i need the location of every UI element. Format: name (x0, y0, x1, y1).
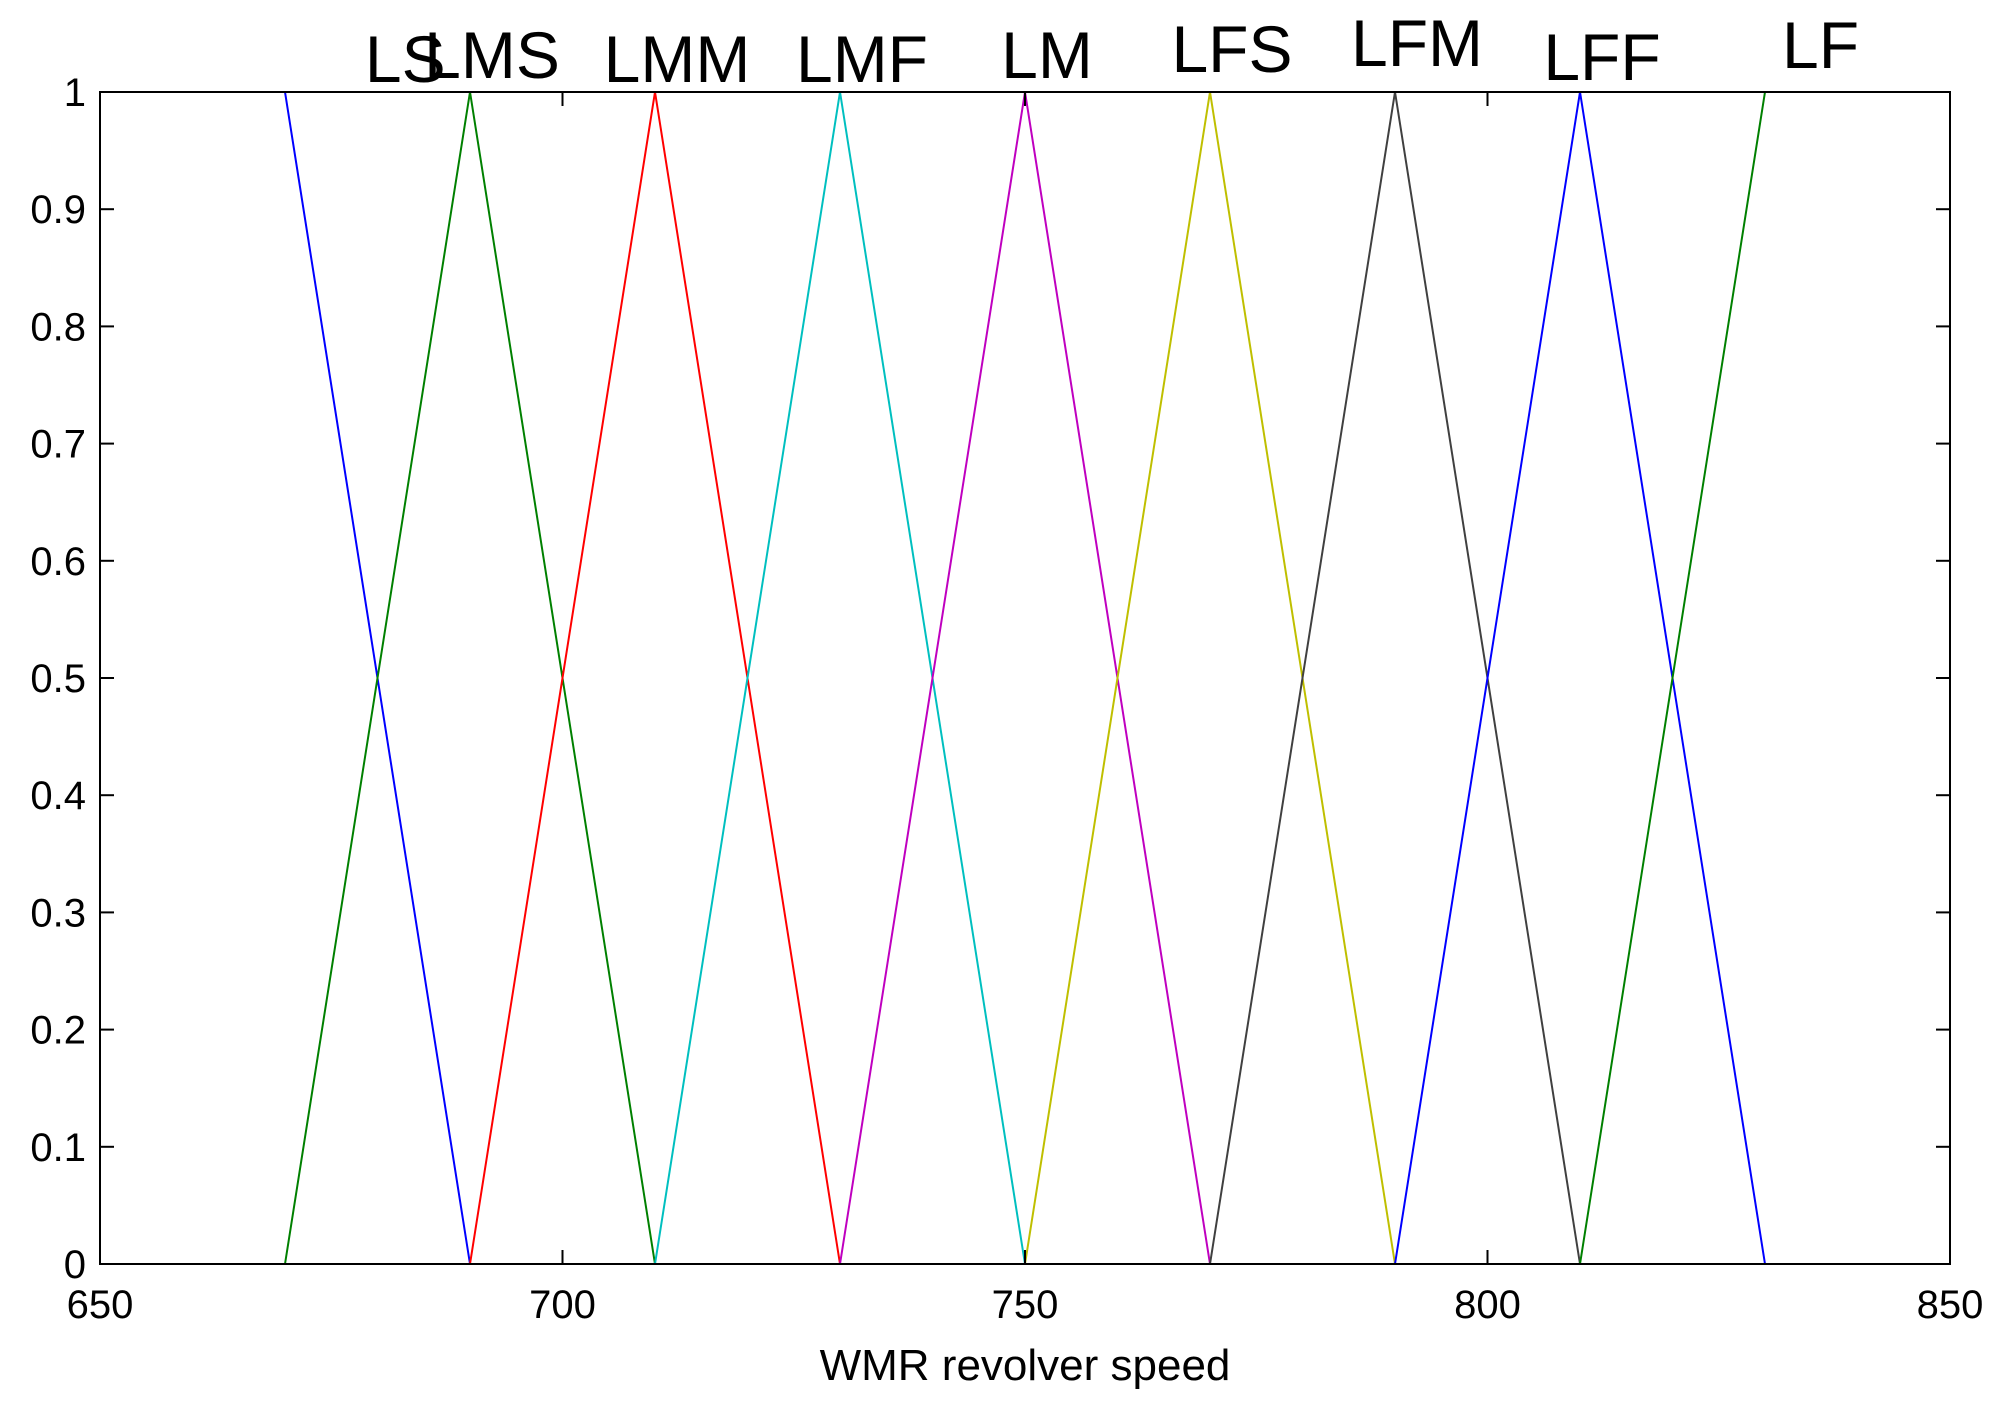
x-tick-label: 700 (529, 1283, 596, 1327)
y-tick-label: 0 (64, 1243, 86, 1287)
mf-label-lmm: LMM (604, 22, 751, 96)
y-tick-label: 0.1 (30, 1126, 86, 1170)
ticks-layer: 650 700 750 800 850 0 0.1 0.2 0.3 0.4 0.5 0.6 0.7 0.8… (30, 71, 1983, 1327)
mf-label-lf: LF (1782, 8, 1859, 82)
y-tick-label: 0.8 (30, 305, 86, 349)
x-tick-label: 800 (1454, 1283, 1521, 1327)
y-tick-label: 0.4 (30, 774, 86, 818)
mf-label-ls: LS (365, 22, 446, 96)
x-tick-label: 850 (1917, 1283, 1984, 1327)
y-tick-label: 0.2 (30, 1009, 86, 1053)
x-tick-label: 750 (992, 1283, 1059, 1327)
mf-label-lfs: LFS (1171, 12, 1292, 86)
mf-label-lmf: LMF (796, 22, 928, 96)
mf-label-lff: LFF (1543, 20, 1660, 94)
y-tick-label: 0.3 (30, 891, 86, 935)
x-axis-title: WMR revolver speed (820, 1341, 1231, 1390)
x-tick-label: 650 (67, 1283, 134, 1327)
y-tick-label: 0.7 (30, 423, 86, 467)
mf-label-lfm: LFM (1351, 6, 1483, 80)
y-tick-label: 0.9 (30, 188, 86, 232)
y-tick-label: 0.6 (30, 540, 86, 584)
y-tick-label: 1 (64, 71, 86, 115)
mf-label-lm: LM (1001, 18, 1093, 92)
mf-label-lms: LMS (424, 18, 560, 92)
y-tick-label: 0.5 (30, 657, 86, 701)
